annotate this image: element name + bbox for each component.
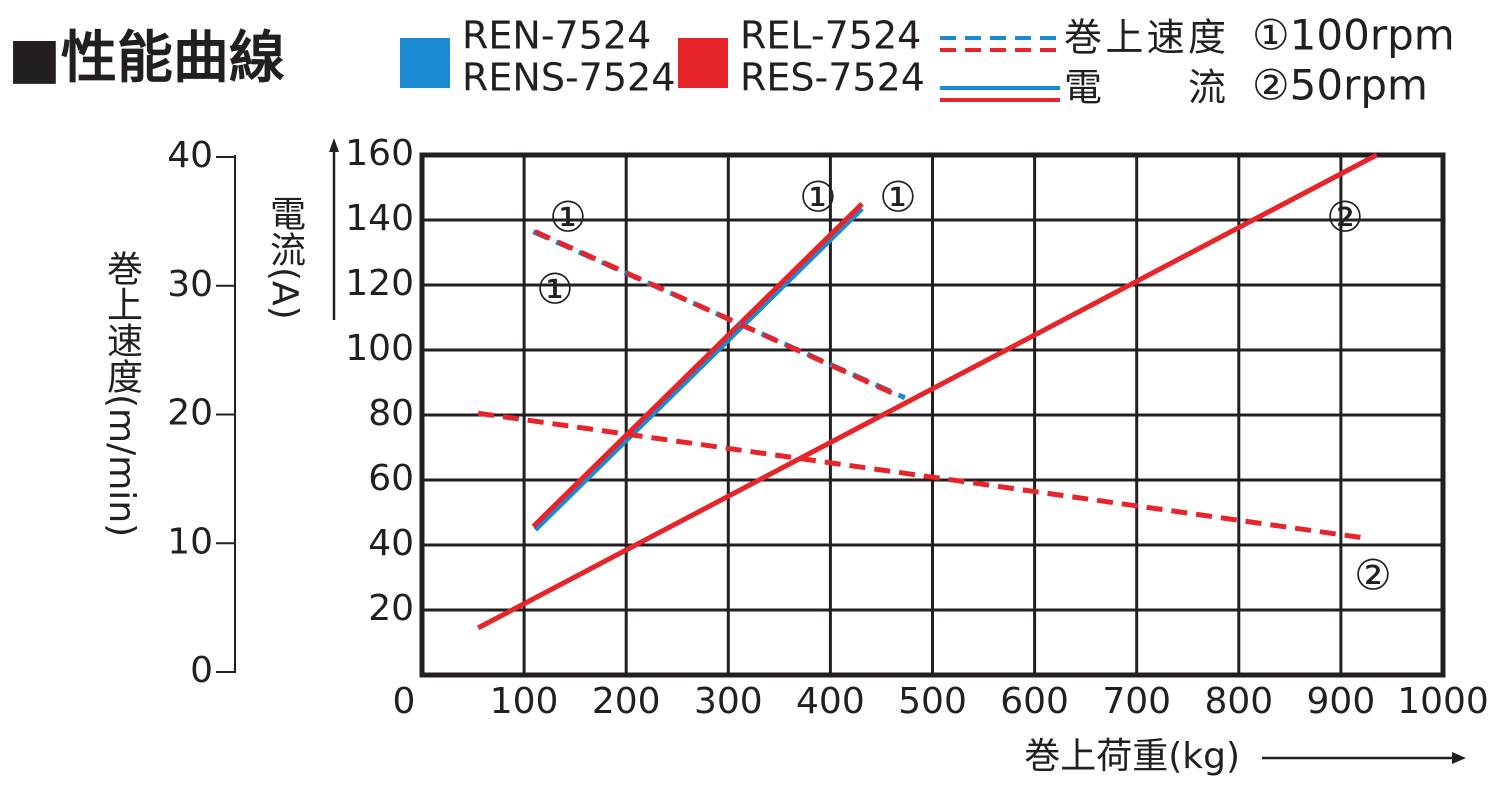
y-tick-label: 40 [368, 523, 414, 564]
x-tick-label: 800 [1204, 681, 1273, 722]
annotation: ① [879, 173, 917, 222]
y2-tick-label: 0 [190, 650, 213, 691]
legend-label: 巻上速度 [1064, 16, 1226, 60]
annotation: ② [1326, 193, 1364, 242]
series-line [534, 229, 901, 399]
x-tick-label: 100 [490, 681, 559, 722]
legend-swatch [400, 38, 450, 88]
x-axis-label: 巻上荷重(kg) [1024, 736, 1240, 777]
x-tick-label: 200 [592, 681, 661, 722]
y2-tick-label: 30 [167, 264, 213, 305]
x-tick-label: 300 [694, 681, 763, 722]
y2-tick-label: 10 [167, 521, 213, 562]
plot-border [419, 152, 1446, 678]
y-tick-label: 140 [345, 198, 414, 239]
annotation: ② [1354, 551, 1392, 600]
x-axis-arrowhead [1452, 752, 1466, 764]
series-line [477, 410, 1366, 541]
legend-label: RES-7524 [740, 56, 925, 100]
series-line [533, 206, 864, 532]
y-axis-arrowhead [329, 138, 339, 152]
legend-label: REN-7524 [462, 14, 651, 58]
y-tick-label: 100 [345, 328, 414, 369]
series-line [476, 152, 1378, 631]
x-tick-label: 900 [1307, 681, 1376, 722]
annotation: ① [549, 193, 587, 242]
y-axis-label: 電流(A) [264, 195, 305, 320]
x-tick-label: 0 [393, 681, 416, 722]
y-tick-label: 60 [368, 458, 414, 499]
series-line [531, 201, 864, 529]
chart-title: ■性能曲線 [8, 26, 285, 91]
legend-swatch [678, 38, 728, 88]
x-tick-label: 700 [1102, 681, 1171, 722]
x-tick-label: 500 [898, 681, 967, 722]
y2-tick-label: 40 [167, 135, 213, 176]
y-tick-label: 120 [345, 263, 414, 304]
x-tick-label: 1000 [1397, 681, 1489, 722]
legend-label: ①100rpm [1252, 11, 1455, 60]
legend-label: RENS-7524 [462, 56, 675, 100]
y2-axis-label: 巻上速度(m/min) [101, 250, 142, 538]
x-tick-label: 400 [796, 681, 865, 722]
legend-label: REL-7524 [740, 14, 921, 58]
x-tick-label: 600 [1000, 681, 1069, 722]
y2-tick-label: 20 [167, 393, 213, 434]
y-tick-label: 80 [368, 393, 414, 434]
legend-label: 電 流 [1064, 66, 1226, 110]
y-tick-label: 160 [345, 133, 414, 174]
y-tick-label: 20 [368, 588, 414, 629]
legend-label: ②50rpm [1252, 61, 1428, 110]
annotation: ① [799, 173, 837, 222]
annotation: ① [536, 265, 574, 314]
